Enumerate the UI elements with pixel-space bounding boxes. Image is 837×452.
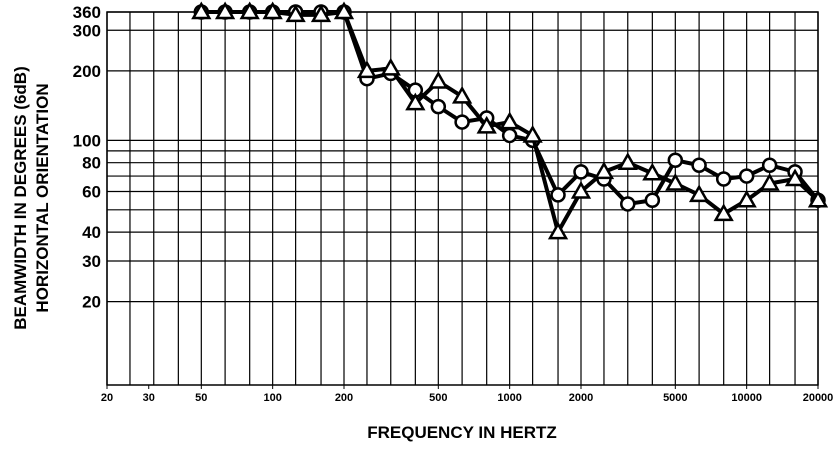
triangle-marker — [807, 189, 829, 208]
triangle-marker — [688, 184, 710, 203]
circle-marker — [738, 168, 755, 184]
circle-marker — [691, 157, 707, 173]
circle-marker — [573, 164, 589, 180]
triangle-marker — [642, 162, 663, 181]
triangle-marker — [522, 124, 543, 143]
y-tick-label: 80 — [82, 154, 101, 173]
triangle-marker — [310, 4, 332, 23]
x-tick-label: 20000 — [803, 392, 834, 404]
triangle-marker — [617, 152, 638, 170]
y-tick-label: 360 — [73, 3, 101, 22]
circle-marker — [620, 196, 636, 212]
y-tick-label: 60 — [82, 183, 101, 202]
circle-marker — [644, 192, 661, 208]
triangle-marker — [759, 172, 780, 191]
triangle-marker — [499, 111, 520, 130]
x-tick-label: 1000 — [497, 392, 521, 404]
y-tick-label: 40 — [82, 223, 101, 242]
x-tick-label: 100 — [263, 392, 281, 404]
circle-marker — [667, 152, 684, 168]
y-tick-label: 100 — [73, 131, 101, 150]
y-tick-label: 200 — [73, 62, 101, 81]
triangle-marker — [593, 161, 615, 180]
triangle-marker — [713, 203, 734, 222]
x-tick-label: 50 — [195, 392, 207, 404]
triangle-marker — [736, 189, 757, 208]
circle-marker — [501, 127, 518, 144]
x-tick-label: 20 — [101, 392, 113, 404]
circle-marker — [715, 171, 732, 187]
triangle-marker — [665, 172, 686, 191]
triangle-marker — [333, 1, 355, 20]
circle-marker — [550, 187, 566, 203]
triangle-marker — [570, 181, 592, 199]
triangle-marker — [191, 1, 212, 20]
triangle-marker — [214, 1, 236, 20]
x-tick-label: 200 — [335, 392, 353, 404]
y-tick-label: 30 — [82, 252, 101, 271]
triangle-marker — [380, 57, 401, 76]
x-tick-label: 10000 — [731, 392, 762, 404]
triangle-marker — [476, 115, 497, 134]
triangle-marker — [285, 4, 306, 23]
y-tick-label: 300 — [73, 21, 101, 40]
x-tick-label: 30 — [143, 392, 155, 404]
triangle-marker — [405, 92, 426, 111]
triangle-marker — [356, 60, 378, 79]
y-tick-label: 20 — [82, 293, 101, 312]
y-axis-label: HORIZONTAL ORIENTATION — [33, 83, 52, 312]
x-axis-label: FREQUENCY IN HERTZ — [367, 423, 557, 442]
circle-marker — [454, 114, 470, 130]
x-tick-label: 5000 — [663, 392, 687, 404]
triangle-marker — [239, 1, 260, 20]
y-axis-label: BEAMWIDTH IN DEGREES (6dB) — [11, 66, 30, 330]
triangle-marker — [547, 221, 569, 240]
x-tick-label: 2000 — [569, 392, 593, 404]
triangle-marker — [262, 1, 283, 20]
x-tick-label: 500 — [429, 392, 447, 404]
circle-marker — [761, 157, 778, 173]
triangle-marker — [451, 85, 473, 104]
triangle-marker — [784, 168, 806, 187]
triangle-marker — [428, 70, 449, 89]
circle-marker — [430, 98, 447, 115]
